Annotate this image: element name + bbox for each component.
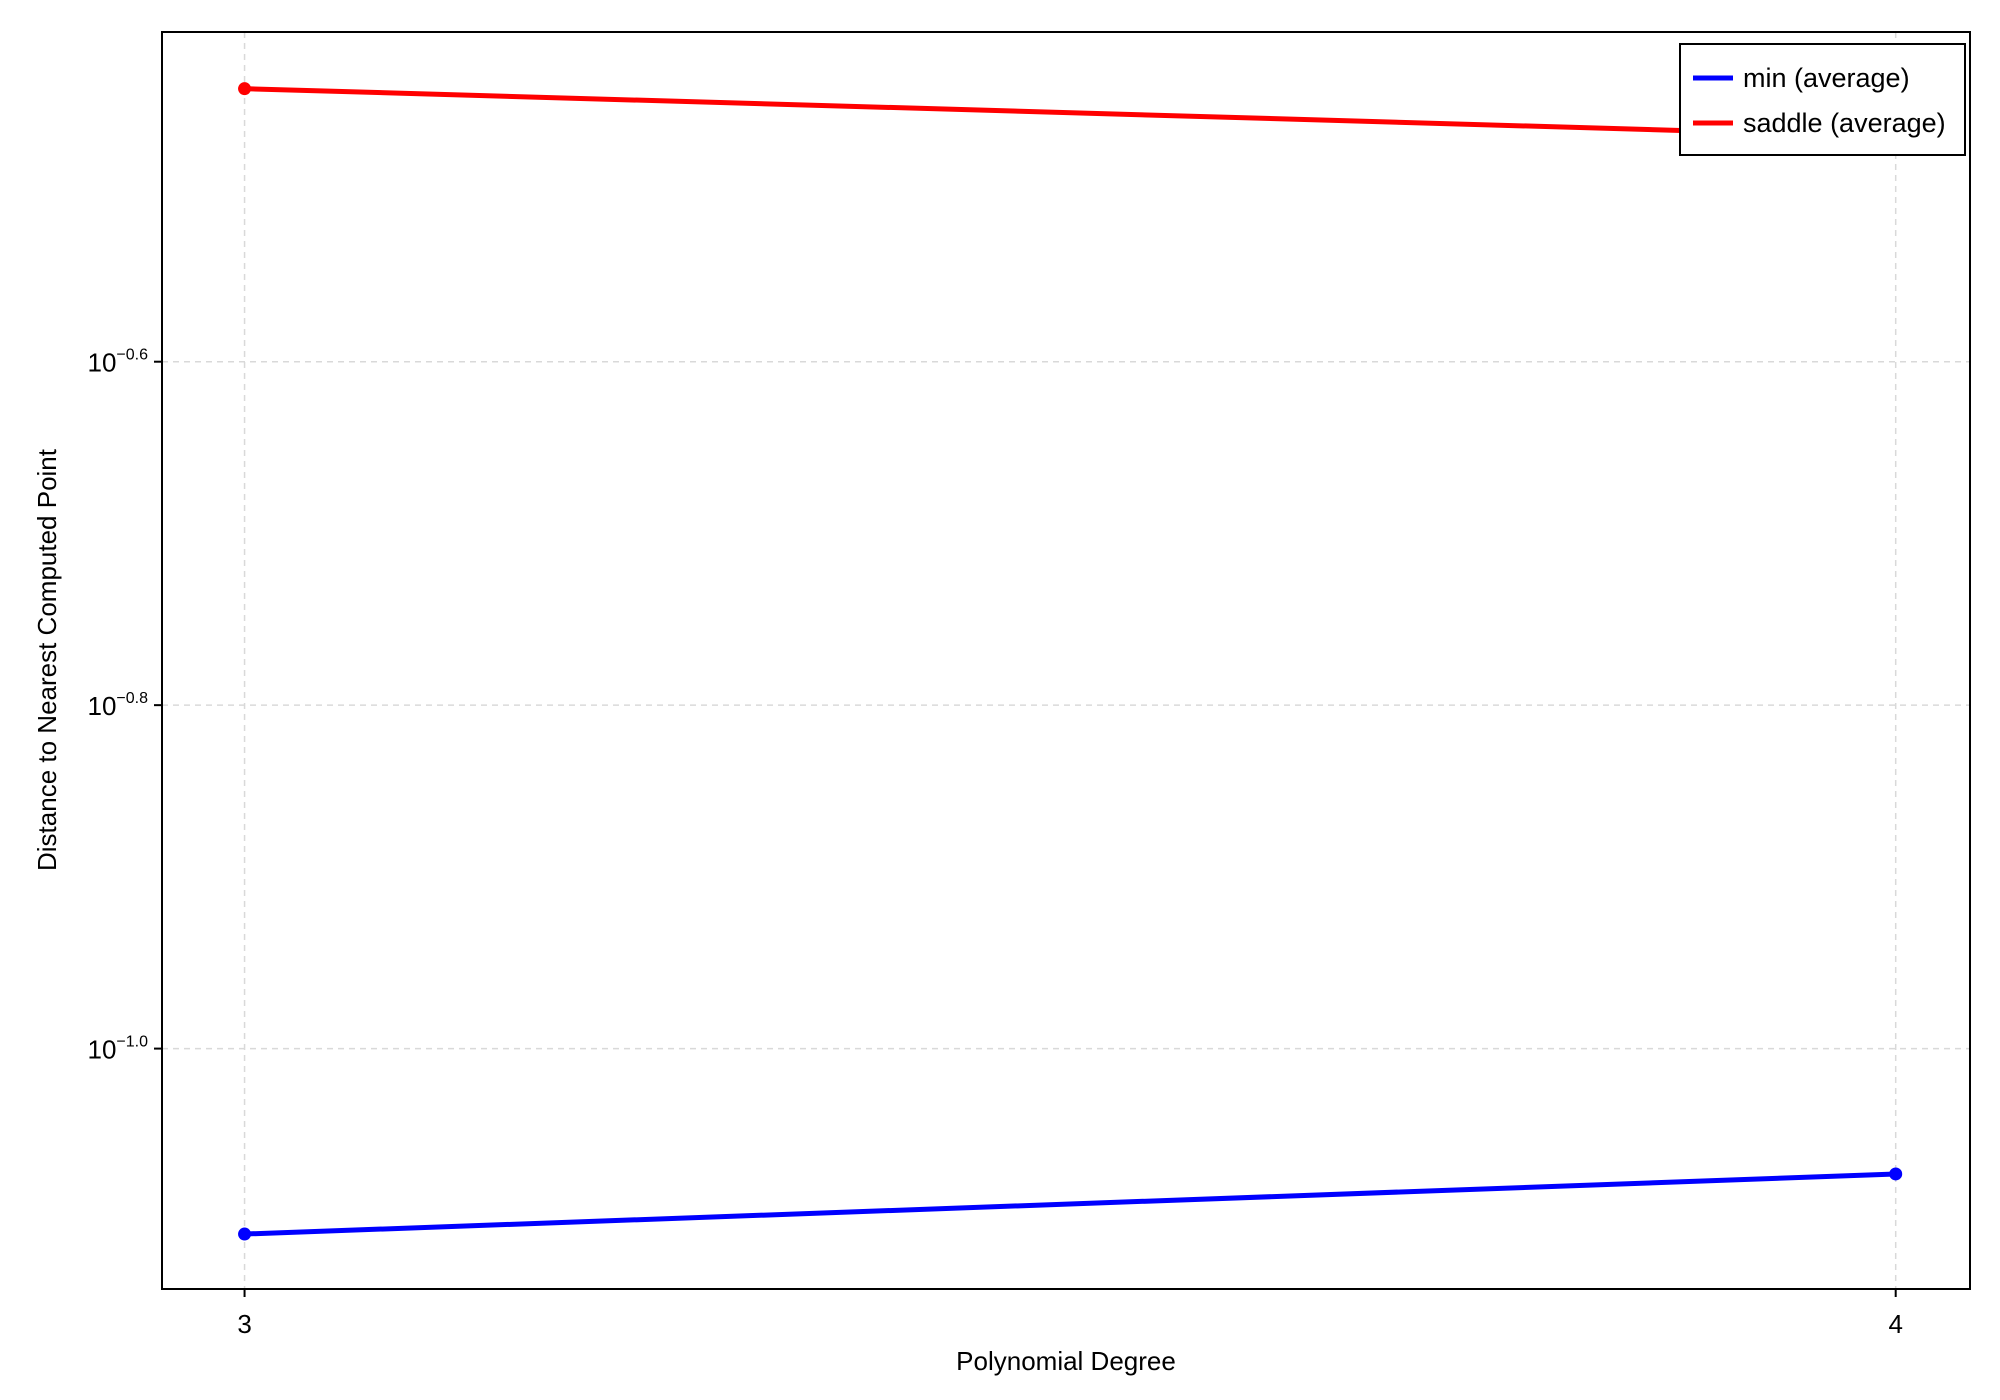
data-point [238,1227,252,1241]
x-axis-title: Polynomial Degree [956,1346,1176,1376]
y-tick-label: 10−1.0 [87,1034,148,1065]
series-line-1 [244,86,1896,140]
data-point [1889,1167,1903,1181]
data-point [238,82,252,96]
x-tick-label: 3 [237,1309,251,1339]
legend-label: min (average) [1743,63,1910,93]
legend: min (average) saddle (average) [1679,43,1966,156]
y-axis-title: Distance to Nearest Computed Point [32,448,62,871]
series-line-0 [244,1171,1896,1237]
legend-box [1679,43,1966,156]
grid-lines [162,32,1970,1289]
legend-label: saddle (average) [1743,108,1946,138]
y-tick-label: 10−0.6 [87,347,148,378]
plot-frame [161,31,1971,1290]
x-tick-label: 4 [1888,1309,1902,1339]
y-axis-ticks: 10−0.6 10−0.8 10−1.0 [87,347,162,1065]
y-tick-label: 10−0.8 [87,690,148,721]
